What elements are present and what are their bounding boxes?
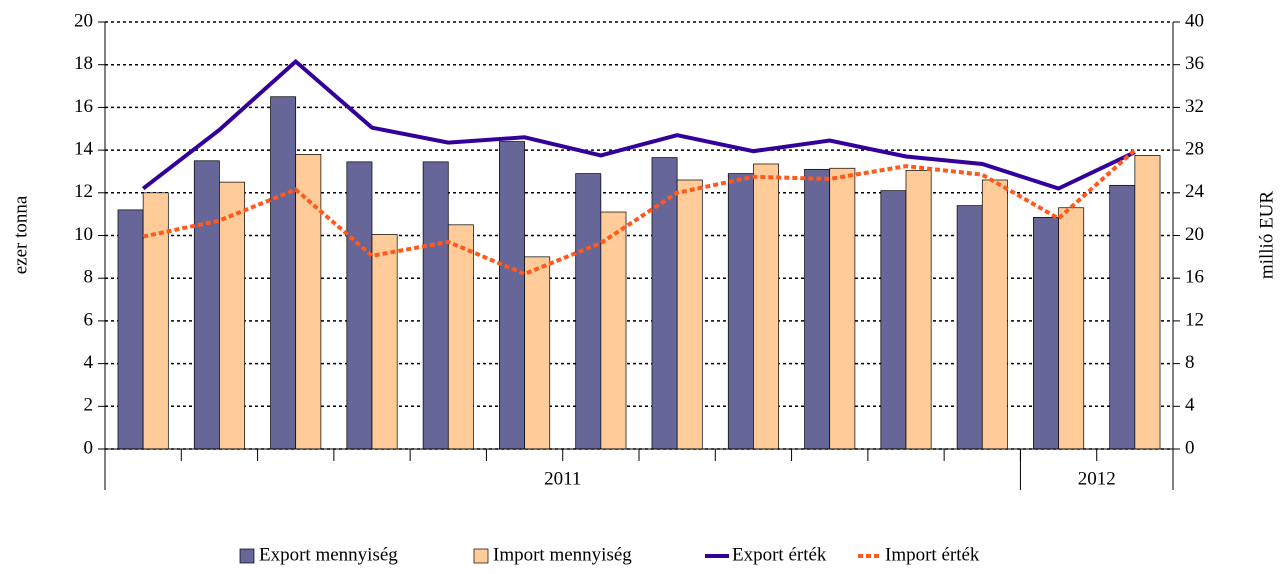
- y-tick-label: 16: [74, 96, 93, 117]
- y-tick-label: 18: [74, 53, 93, 74]
- y2-tick-label: 0: [1185, 437, 1195, 458]
- y-tick-label: 10: [74, 224, 93, 245]
- y-tick-label: 6: [84, 309, 94, 330]
- y-tick-label: 8: [84, 267, 94, 288]
- legend-label: Export érték: [732, 544, 827, 565]
- bar: [1058, 207, 1085, 450]
- y2-tick-label: 24: [1185, 181, 1205, 202]
- line: [142, 148, 1137, 277]
- bar: [1134, 155, 1161, 450]
- y2-tick-label: 16: [1185, 267, 1204, 288]
- bar: [727, 173, 754, 450]
- y-tick-label: 4: [84, 352, 94, 373]
- bar: [880, 190, 907, 450]
- bar: [1109, 184, 1136, 450]
- group-label: 2011: [544, 468, 581, 489]
- y2-tick-label: 32: [1185, 96, 1204, 117]
- bar: [422, 161, 449, 450]
- legend-swatch: [473, 548, 489, 564]
- y-axis-label: ezer tonna: [10, 195, 31, 274]
- line: [141, 58, 1136, 191]
- y-tick-label: 20: [74, 10, 93, 31]
- y2-tick-label: 40: [1185, 10, 1204, 31]
- bar: [1033, 217, 1059, 450]
- y2-tick-label: 8: [1185, 352, 1195, 373]
- bar: [956, 205, 983, 450]
- bar: [905, 170, 932, 450]
- legend-swatch: [239, 548, 255, 564]
- bar: [804, 168, 831, 450]
- bar: [447, 224, 474, 450]
- y-tick-label: 2: [84, 395, 94, 416]
- legend-label: Export mennyiség: [259, 544, 398, 565]
- group-label: 2012: [1078, 468, 1116, 489]
- bar: [219, 181, 245, 450]
- bar: [753, 163, 779, 450]
- bar: [142, 192, 169, 450]
- bar: [193, 160, 220, 450]
- legend-label: Import érték: [885, 544, 980, 565]
- bar: [524, 256, 551, 450]
- bar: [676, 179, 703, 450]
- y-tick-label: 12: [74, 181, 93, 202]
- bar: [829, 167, 856, 450]
- y2-tick-label: 20: [1185, 224, 1204, 245]
- bar: [346, 161, 373, 450]
- bar: [371, 234, 398, 450]
- legend-label: Import mennyiség: [493, 544, 632, 565]
- y2-tick-label: 36: [1185, 53, 1204, 74]
- y2-tick-label: 4: [1185, 395, 1195, 416]
- bar: [600, 211, 627, 450]
- bar: [499, 141, 525, 450]
- y-tick-label: 14: [74, 138, 94, 159]
- y2-axis-label: millió EUR: [1256, 191, 1277, 279]
- bar: [270, 96, 297, 450]
- y2-tick-label: 12: [1185, 309, 1204, 330]
- bar: [575, 173, 602, 450]
- y-tick-label: 0: [84, 437, 94, 458]
- bar: [117, 209, 144, 450]
- bar: [981, 179, 1008, 450]
- y2-tick-label: 28: [1185, 138, 1204, 159]
- bar: [295, 154, 322, 450]
